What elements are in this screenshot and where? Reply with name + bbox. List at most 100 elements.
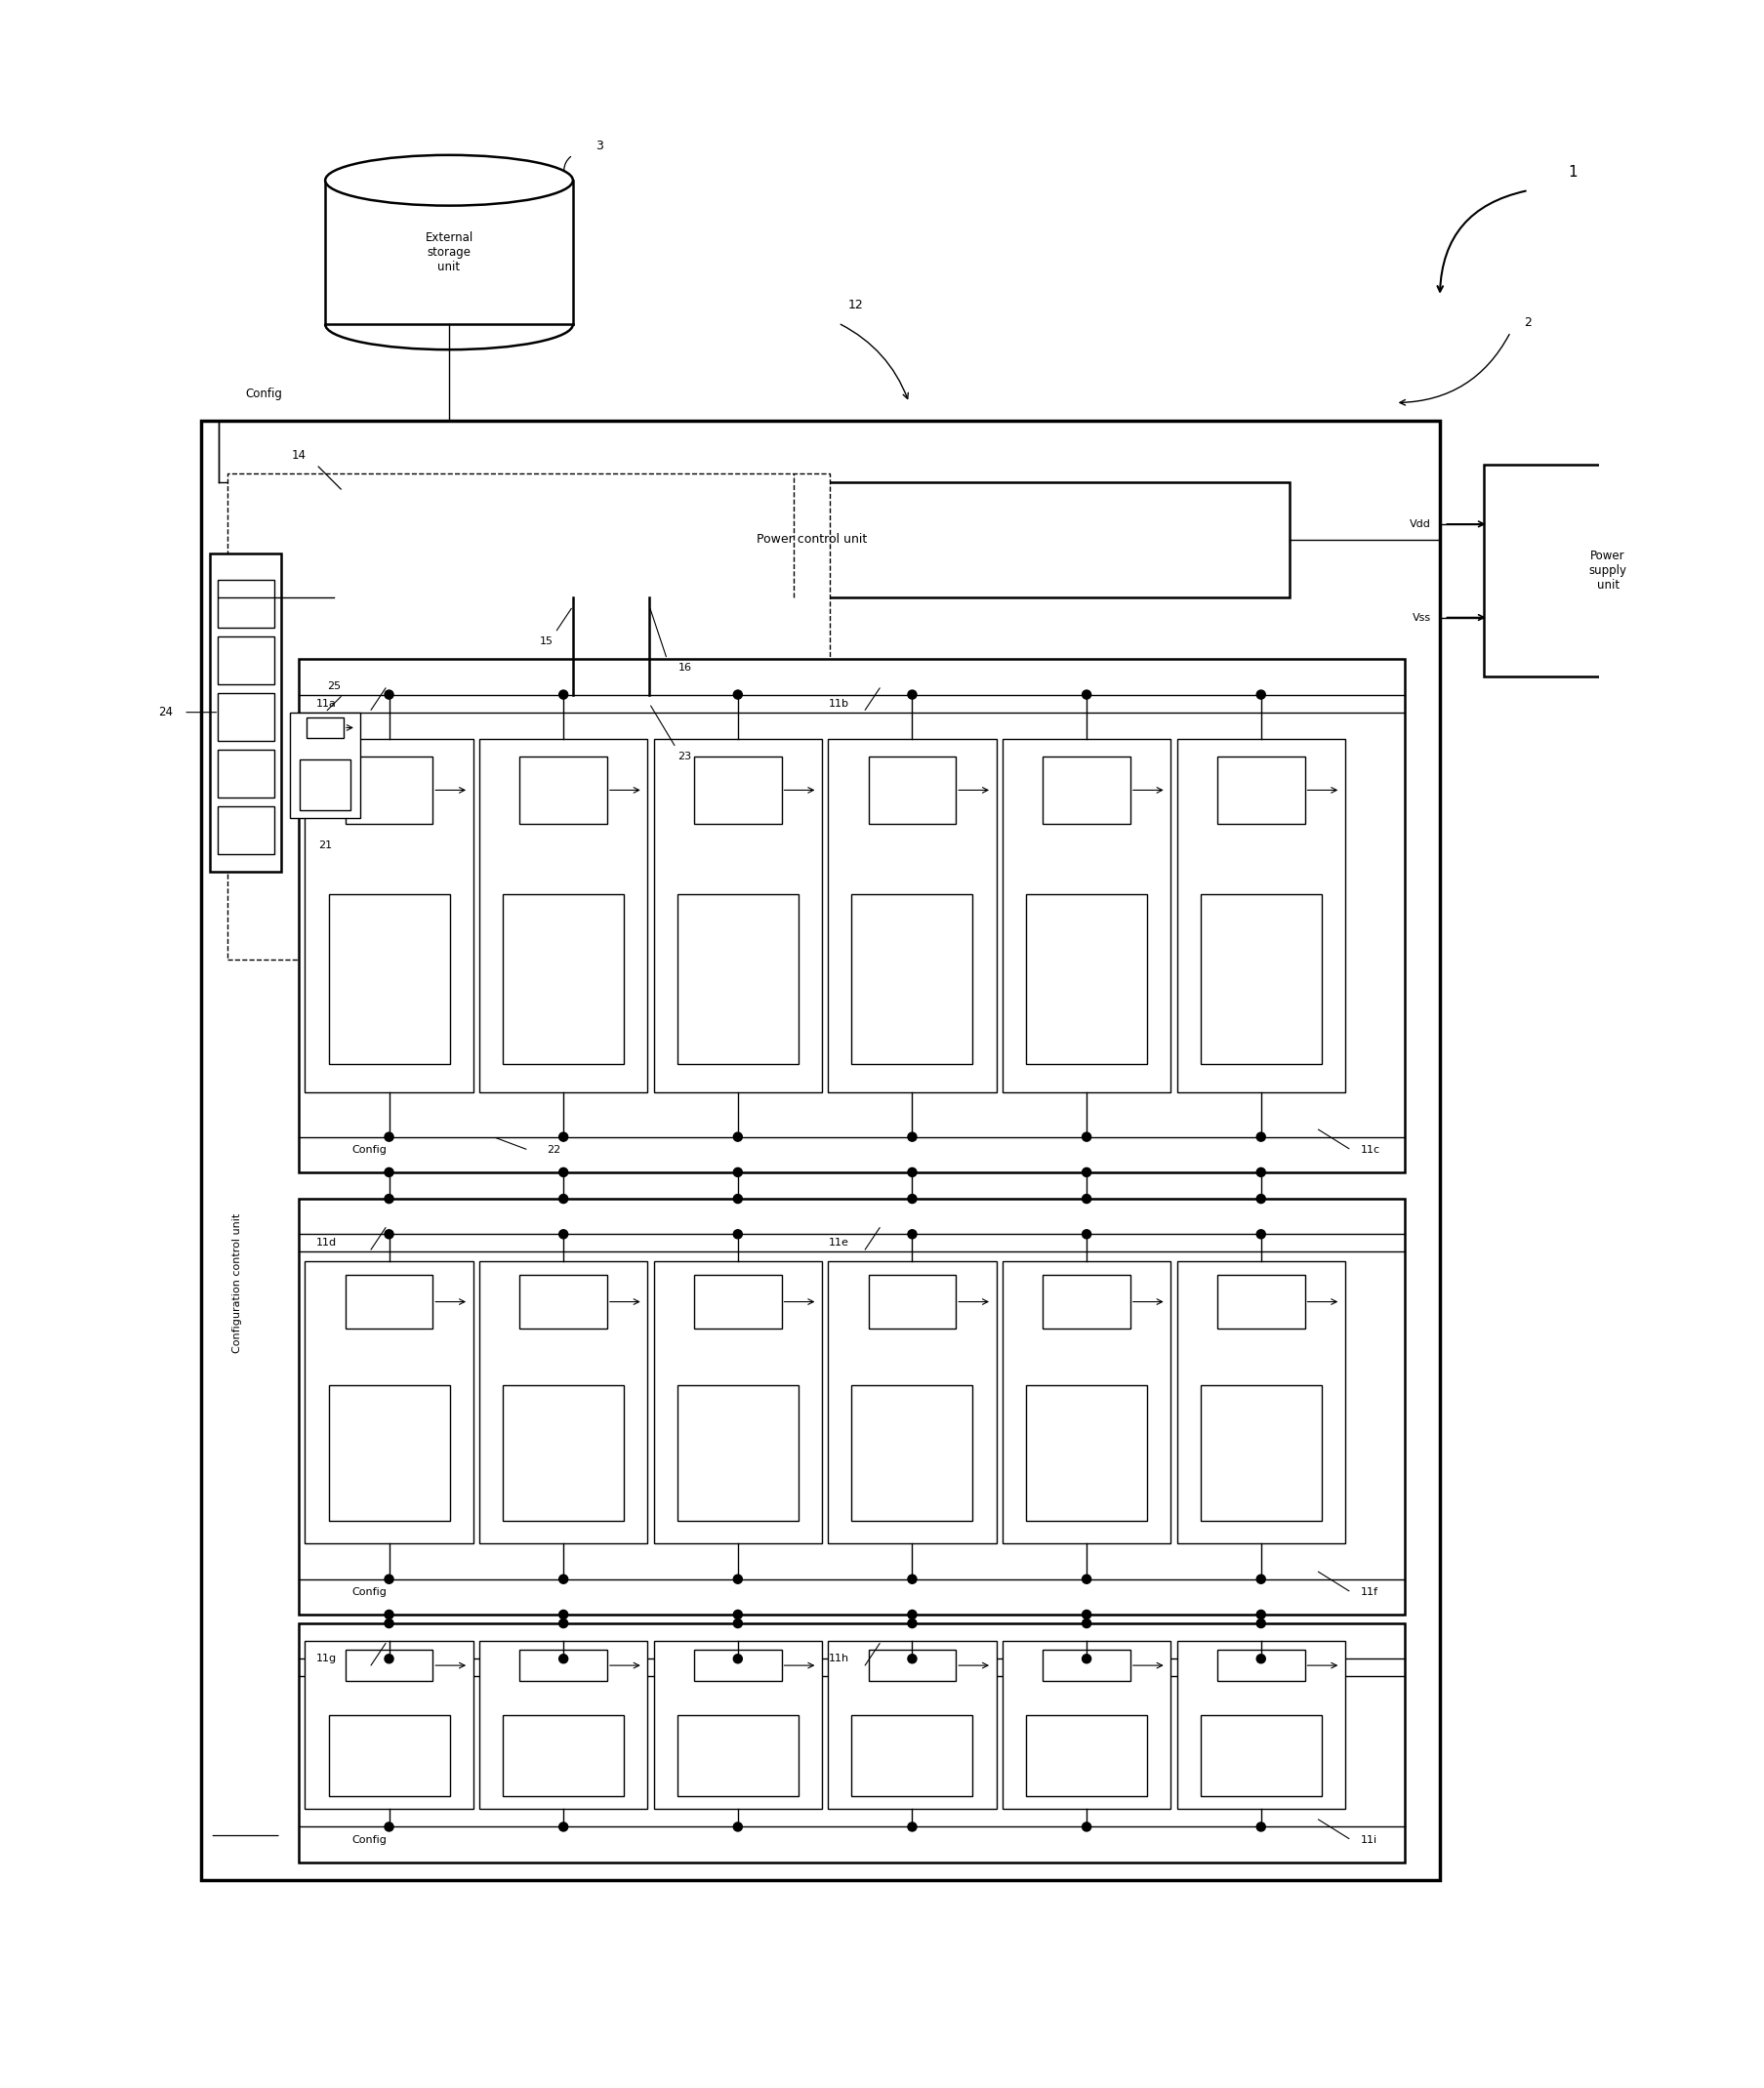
Bar [1043,756,1131,825]
Circle shape [1081,1132,1090,1142]
Bar [693,1650,781,1681]
Bar [328,1714,450,1796]
Circle shape [559,1230,568,1238]
Circle shape [1081,1167,1090,1178]
Circle shape [908,1194,917,1203]
Bar [693,756,781,825]
Bar [693,1276,781,1328]
Circle shape [734,1654,743,1664]
Bar [1002,1641,1171,1808]
Circle shape [1256,1132,1265,1142]
Circle shape [1256,1618,1265,1629]
Text: Config: Config [351,1587,386,1597]
Text: 11h: 11h [827,1654,848,1664]
Text: 3: 3 [596,140,603,152]
Text: 14: 14 [291,449,305,461]
Circle shape [908,1167,917,1178]
Circle shape [385,1610,393,1618]
Bar [1201,1384,1321,1522]
Bar [868,756,956,825]
Circle shape [559,1823,568,1831]
Circle shape [559,1574,568,1583]
Bar [1484,466,1732,677]
Circle shape [559,1167,568,1178]
Text: Power
supply
unit: Power supply unit [1589,549,1626,591]
Bar [654,739,822,1092]
Circle shape [385,1167,393,1178]
Bar [217,637,273,685]
Text: 11e: 11e [827,1238,848,1249]
Circle shape [1256,1194,1265,1203]
Bar [305,1641,473,1808]
Text: 23: 23 [677,752,691,762]
Text: 22: 22 [547,1144,561,1155]
Bar [503,894,624,1065]
Bar [868,1650,956,1681]
Bar [852,894,972,1065]
Text: Config: Config [351,1835,386,1846]
Text: Vss: Vss [1413,612,1431,622]
Bar [827,739,997,1092]
Text: 11a: 11a [316,699,337,708]
Circle shape [385,1230,393,1238]
Bar [305,739,473,1092]
Bar [298,1622,1404,1862]
Circle shape [734,1230,743,1238]
Bar [1043,1276,1131,1328]
Circle shape [385,1574,393,1583]
Circle shape [385,1618,393,1629]
Circle shape [1081,1574,1090,1583]
Bar [852,1384,972,1522]
Circle shape [1256,1823,1265,1831]
Bar [289,712,360,818]
Bar [503,1384,624,1522]
Bar [305,1261,473,1543]
Circle shape [1256,1167,1265,1178]
Bar [307,718,344,737]
Bar [1217,756,1305,825]
Bar [654,1641,822,1808]
Circle shape [1081,1654,1090,1664]
Ellipse shape [325,155,573,205]
Bar [1217,1276,1305,1328]
Circle shape [908,691,917,699]
Circle shape [385,1194,393,1203]
Circle shape [734,1610,743,1618]
Text: 15: 15 [540,637,554,647]
Circle shape [908,1574,917,1583]
Circle shape [559,1194,568,1203]
Text: Vdd: Vdd [1409,520,1431,528]
Text: Config: Config [351,1144,386,1155]
Bar [346,1650,432,1681]
Bar [520,1650,607,1681]
Bar [480,739,647,1092]
Bar [1201,1714,1321,1796]
Text: 21: 21 [318,839,332,850]
Bar [503,1714,624,1796]
Circle shape [908,1654,917,1664]
Bar [346,1276,432,1328]
Circle shape [908,1230,917,1238]
Bar [1027,1714,1147,1796]
Bar [300,760,351,810]
Bar [298,1199,1404,1614]
Circle shape [559,1132,568,1142]
Bar [677,1714,799,1796]
Circle shape [1256,691,1265,699]
Bar [217,750,273,798]
Bar [1027,894,1147,1065]
Bar [333,482,1289,597]
Circle shape [1081,1194,1090,1203]
Circle shape [559,1654,568,1664]
Circle shape [1081,1618,1090,1629]
Bar [328,1384,450,1522]
Bar [677,1384,799,1522]
Text: 25: 25 [326,681,340,691]
Text: 11b: 11b [827,699,848,708]
Circle shape [1256,1574,1265,1583]
Circle shape [559,1610,568,1618]
Text: Power control unit: Power control unit [757,532,868,547]
Text: 11g: 11g [316,1654,337,1664]
Circle shape [734,1194,743,1203]
Bar [677,894,799,1065]
